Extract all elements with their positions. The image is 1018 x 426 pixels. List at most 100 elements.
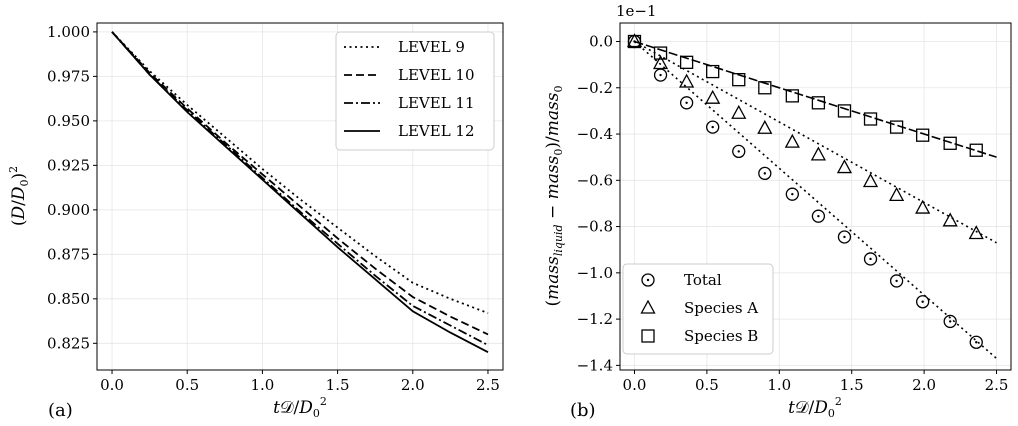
a-xtick-label: 2.0 [401, 376, 425, 394]
a-xtick-label: 0.0 [100, 376, 124, 394]
a-ytick-label: 0.900 [47, 201, 90, 219]
panel-a: 0.0 0.5 1.0 1.5 2.0 2.5 0.825 0.850 0.875 0.900 0.… [7, 22, 504, 421]
b-point-circle-dot [737, 150, 740, 153]
b-legend-swatch [641, 273, 655, 287]
b-point-triangle [731, 104, 747, 119]
a-legend-label: LEVEL 9 [398, 38, 465, 56]
b-point-square [837, 104, 852, 118]
b-point-triangle [810, 146, 826, 161]
a-ytick-label: 0.850 [47, 290, 90, 308]
b-point-circle [706, 120, 720, 134]
b-point-circle [889, 274, 904, 288]
a-xtick-label: 2.5 [476, 376, 500, 394]
b-ytick-label: −1.4 [577, 356, 613, 374]
panel-b: 0.0 0.5 1.0 1.5 2.0 2.5 0.0 −0.2 −0.4 −0.6 −0.8 −1.… [543, 2, 1012, 421]
b-point-square [679, 55, 694, 69]
b-legend-label: Species B [684, 327, 758, 345]
b-frame [619, 22, 1012, 371]
b-point-circle-dot [921, 300, 924, 303]
b-fit-line [634, 40, 997, 244]
b-point-circle [943, 314, 957, 329]
b-point-triangle [652, 55, 669, 70]
b-point-triangle [915, 199, 931, 214]
b-legend-swatch-dot [646, 278, 650, 282]
b-point-triangle [784, 133, 800, 148]
b-point-square [706, 64, 720, 79]
b-point-circle-dot [633, 40, 636, 43]
a-panel-label: (a) [48, 400, 73, 421]
a-legend: LEVEL 9 LEVEL 10 LEVEL 11 LEVEL 12 [335, 31, 495, 151]
b-point-circle-dot [869, 257, 872, 261]
a-legend-label: LEVEL 10 [398, 66, 475, 84]
a-ytick-label: 0.875 [47, 245, 90, 263]
b-xtick-label: 1.0 [767, 376, 791, 394]
b-xtick-label: 1.5 [840, 376, 864, 394]
b-point-square [811, 96, 826, 110]
a-xtick-label: 0.5 [175, 376, 199, 394]
a-xlabel: t𝒟/D02 [273, 395, 327, 420]
b-xtick-label: 2.5 [985, 376, 1009, 394]
b-ylabel: (massliquid − mass0)/mass0 [543, 86, 565, 307]
b-ytick-label: −0.4 [577, 125, 613, 143]
b-point-square [627, 34, 642, 49]
b-point-circle [811, 209, 826, 223]
a-legend-label: LEVEL 12 [398, 122, 475, 140]
b-legend: Total Species A Species B [622, 263, 774, 355]
b-ytick-label: −0.8 [577, 218, 613, 236]
b-point-circle-dot [975, 341, 978, 344]
a-series-line [111, 31, 489, 353]
b-offset-label: 1e−1 [616, 2, 657, 20]
b-point-triangle [889, 186, 905, 201]
b-legend-box [622, 263, 774, 355]
a-legend-label: LEVEL 11 [398, 94, 475, 112]
b-panel-label: (b) [570, 400, 596, 421]
a-ylabel: (D/D0)2 [7, 166, 31, 226]
b-point-triangle [705, 89, 721, 104]
b-point-circle [758, 166, 772, 181]
b-point-circle-dot [948, 320, 952, 323]
b-legend-swatch [640, 299, 656, 314]
b-xtick-label: 0.5 [695, 376, 719, 394]
b-point-square [653, 46, 668, 60]
a-frame [96, 22, 504, 371]
b-point-triangle [836, 159, 853, 174]
b-point-circle-dot [791, 192, 794, 196]
b-point-square [943, 136, 957, 150]
b-point-circle-dot [711, 125, 714, 129]
a-ytick-label: 0.925 [47, 156, 90, 174]
b-point-triangle [626, 33, 643, 48]
a-xtick-label: 1.5 [326, 376, 350, 394]
b-xlabel: t𝒟/D02 [788, 395, 842, 420]
a-ytick-label: 0.950 [47, 112, 90, 130]
b-xtick-label: 2.0 [912, 376, 936, 394]
b-xtick-label: 0.0 [623, 376, 647, 394]
b-ytick-label: −0.6 [577, 171, 613, 189]
b-ytick-label: 0.0 [589, 33, 613, 51]
b-ytick-label: −1.2 [577, 310, 613, 328]
b-point-circle [969, 335, 983, 349]
b-point-circle-dot [843, 235, 846, 239]
b-ytick-label: −1.0 [577, 264, 613, 282]
b-point-triangle [757, 119, 773, 134]
b-point-triangle [862, 173, 879, 188]
b-point-circle-dot [895, 279, 898, 283]
a-legend-box [335, 31, 495, 151]
b-point-circle-dot [685, 101, 688, 105]
b-point-circle-dot [763, 172, 767, 175]
b-point-circle [837, 230, 852, 244]
a-ytick-label: 0.975 [47, 67, 90, 85]
b-point-circle-dot [817, 214, 820, 218]
b-point-circle [785, 187, 799, 201]
b-point-square [732, 73, 746, 87]
b-point-circle [679, 96, 694, 110]
b-ytick-label: −0.2 [577, 79, 613, 97]
b-legend-label: Species A [684, 299, 758, 317]
b-legend-swatch [641, 329, 655, 343]
b-legend-label: Total [684, 271, 722, 289]
b-point-square [863, 112, 878, 126]
b-point-square [785, 89, 799, 103]
b-point-square [889, 120, 904, 134]
b-point-triangle [942, 212, 958, 227]
a-ytick-label: 1.000 [47, 23, 90, 41]
